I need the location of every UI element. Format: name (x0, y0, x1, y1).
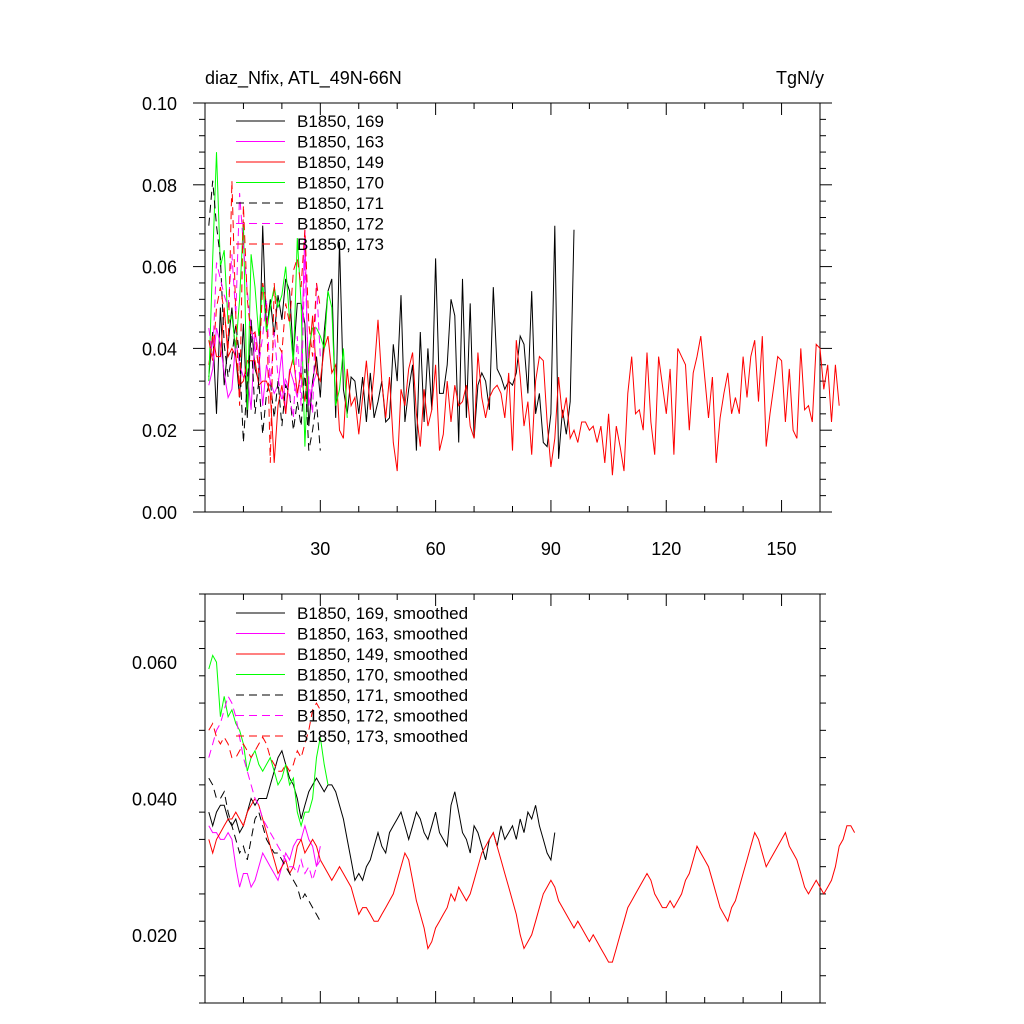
top-legend-label: B1850, 172 (297, 215, 384, 234)
bottom-y-tick-label: 0.060 (132, 653, 177, 673)
top-chart-units: TgN/y (776, 68, 824, 88)
top-chart-panel: 30 60 90 120 150 0.00 0.02 0.04 0.06 0.08 0.10 B185… (142, 94, 840, 559)
top-y-tick-label: 0.02 (142, 421, 177, 441)
top-x-tick-label: 90 (541, 539, 561, 559)
top-x-tick-label: 30 (310, 539, 330, 559)
bottom-series-line-7 (208, 702, 321, 773)
top-y-tick-label: 0.08 (142, 176, 177, 196)
top-series-line-7 (208, 180, 321, 463)
top-legend-label: B1850, 163 (297, 133, 384, 152)
bottom-legend-label: B1850, 169, smoothed (297, 604, 468, 623)
top-legend-label: B1850, 171 (297, 194, 384, 213)
top-y-tick-label: 0.06 (142, 258, 177, 278)
top-series-line-1 (208, 225, 575, 459)
bottom-series-line-6 (208, 695, 321, 883)
bottom-y-tick-label: 0.040 (132, 790, 177, 810)
bottom-series-line-4 (208, 654, 329, 828)
bottom-legend-label: B1850, 170, smoothed (297, 666, 468, 685)
bottom-legend-label: B1850, 163, smoothed (297, 625, 468, 644)
bottom-chart-panel: 0.020 0.040 0.060 B1850, 169, smoothed B1850… (132, 593, 856, 1004)
top-x-tick-label: 60 (426, 539, 446, 559)
top-x-tick-label: 120 (651, 539, 681, 559)
bottom-legend-label: B1850, 149, smoothed (297, 645, 468, 664)
top-y-tick-label: 0.10 (142, 94, 177, 114)
bottom-series-line-3 (208, 797, 856, 963)
top-legend-label: B1850, 149 (297, 153, 384, 172)
top-series-line-4 (208, 152, 348, 447)
top-chart-title: diaz_Nfix, ATL_49N-66N (205, 68, 402, 89)
top-x-tick-label: 150 (767, 539, 797, 559)
bottom-series-line-5 (208, 777, 321, 922)
top-legend-label: B1850, 170 (297, 174, 384, 193)
top-series-line-5 (208, 180, 321, 451)
bottom-legend-label: B1850, 171, smoothed (297, 686, 468, 705)
top-legend-label: B1850, 169 (297, 112, 384, 131)
bottom-legend-label: B1850, 173, smoothed (297, 727, 468, 746)
bottom-y-tick-label: 0.020 (132, 926, 177, 946)
bottom-legend-label: B1850, 172, smoothed (297, 707, 468, 726)
top-legend-label: B1850, 173 (297, 235, 384, 254)
top-y-tick-label: 0.04 (142, 339, 177, 359)
top-series-line-6 (208, 192, 321, 418)
top-y-tick-label: 0.00 (142, 503, 177, 523)
bottom-series-line-2 (208, 823, 321, 889)
